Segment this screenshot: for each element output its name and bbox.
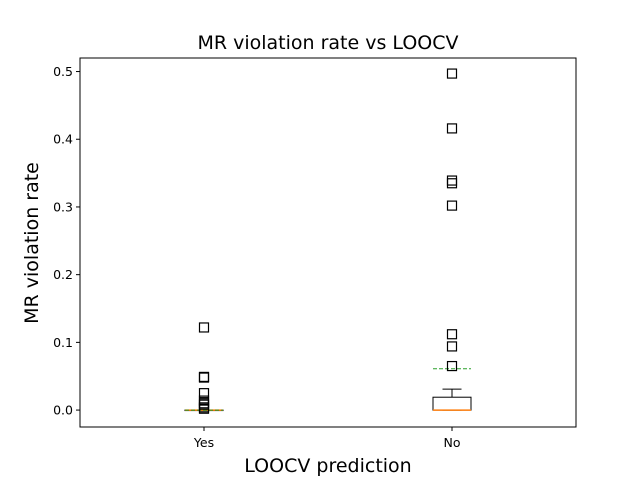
y-tick-label: 0.1 [53,335,73,350]
y-tick-label: 0.2 [53,267,73,282]
x-tick-label: No [444,435,461,450]
y-tick-label: 0.0 [53,403,73,418]
outlier-marker [446,341,458,352]
outlier-marker [446,329,458,340]
y-tick-label: 0.4 [53,132,73,147]
y-tick-label: 0.5 [53,64,73,79]
outlier-marker [446,360,458,372]
outlier-marker [198,403,210,414]
plot-area: 0.0 0.1 0.2 0.3 0.4 0.5 Yes No [53,64,472,450]
x-axis-label: LOOCV prediction [244,455,411,477]
outlier-marker [446,200,458,211]
outlier-marker [446,178,458,189]
outlier-marker [198,372,210,383]
outlier-marker [446,123,458,134]
x-tick-label: Yes [193,435,214,450]
outlier-marker [198,322,210,333]
chart-title: MR violation rate vs LOOCV [197,32,458,54]
y-axis-label: MR violation rate [21,162,43,324]
y-tick-label: 0.3 [53,199,73,214]
outlier-marker [198,388,210,399]
outlier-marker [446,68,458,79]
plot-frame [79,57,577,428]
